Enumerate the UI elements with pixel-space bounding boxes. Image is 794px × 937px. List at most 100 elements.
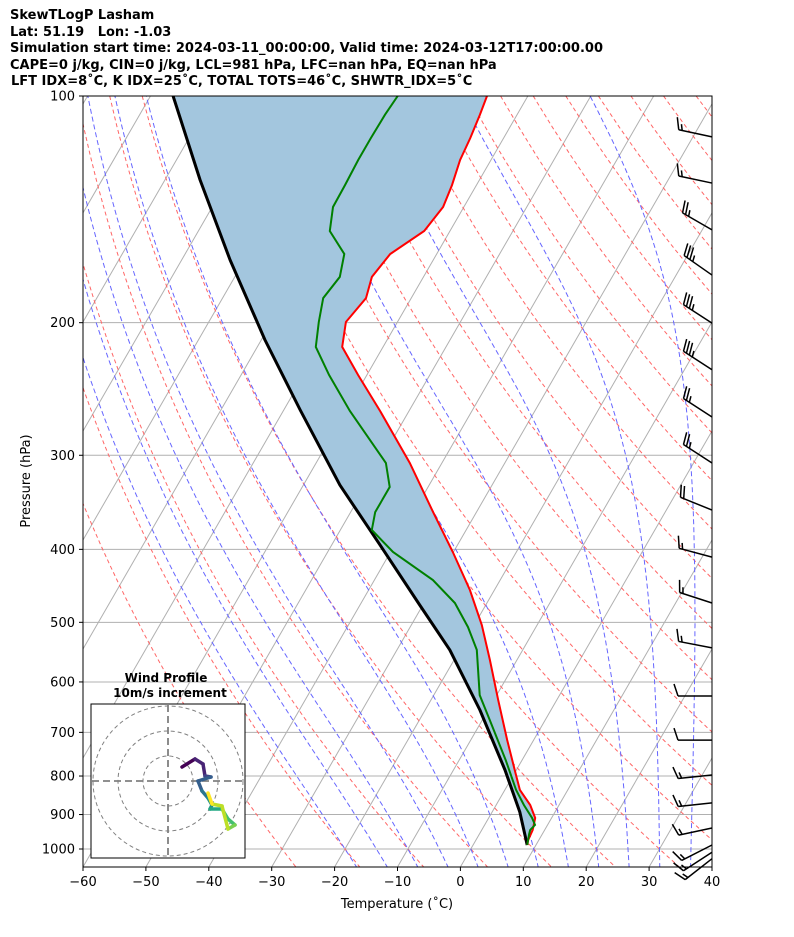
- moist-adiabat-line: [287, 96, 600, 867]
- y-tick-label: 500: [50, 616, 75, 631]
- chart-title: SkewTLogP Lasham: [10, 8, 155, 23]
- dry-adiabat-line: [83, 121, 489, 867]
- dry-adiabat-line: [369, 96, 712, 580]
- dry-adiabat-line: [83, 386, 361, 867]
- hodograph-segment: [196, 775, 213, 783]
- barb-staff: [683, 397, 713, 418]
- moist-adiabat-line: [361, 96, 630, 867]
- wind-barb: [682, 292, 713, 324]
- wind-barb: [671, 823, 713, 836]
- barb-staff: [678, 640, 713, 649]
- x-tick-label: 0: [456, 875, 464, 890]
- barb-full: [682, 485, 686, 499]
- dry-adiabat-line: [761, 96, 794, 868]
- wind-barb: [682, 432, 713, 464]
- wind-barb: [683, 243, 713, 276]
- barb-full: [676, 163, 680, 177]
- barb-full: [689, 247, 695, 260]
- barb-full: [681, 200, 686, 214]
- barb-staff: [678, 802, 713, 808]
- indices-text-2: LFT IDX=8˚C, K IDX=25˚C, TOTAL TOTS=46˚C…: [11, 74, 473, 89]
- barb-half: [679, 853, 686, 860]
- wind-barb: [682, 386, 713, 418]
- dry-adiabat-line: [83, 502, 297, 867]
- barb-full: [688, 342, 694, 356]
- barb-full: [673, 727, 679, 741]
- barb-full: [682, 432, 688, 445]
- moist-adiabat-line: [460, 96, 661, 867]
- barb-half: [691, 350, 695, 358]
- wind-barb: [673, 683, 712, 697]
- barb-full: [672, 851, 683, 861]
- profiles: [171, 96, 537, 846]
- moist-adiabat-line: [87, 96, 449, 867]
- barb-half: [688, 442, 692, 449]
- hodograph-segment: [220, 804, 230, 831]
- barb-half: [678, 772, 683, 779]
- barb-staff: [683, 443, 713, 464]
- dewpoint-profile-line: [314, 96, 537, 846]
- x-tick-label: −30: [258, 875, 285, 890]
- moist-adiabat-line: [83, 185, 419, 867]
- wind-barb: [672, 794, 713, 808]
- barb-full: [682, 338, 688, 352]
- barb-staff: [678, 175, 713, 184]
- moist-adiabat-line: [752, 96, 794, 868]
- barb-staff: [683, 304, 713, 324]
- cin-shaded-area: [173, 96, 536, 845]
- moist-adiabat-line: [721, 96, 747, 868]
- y-tick-label: 700: [50, 726, 75, 741]
- barb-full: [682, 292, 688, 305]
- y-tick-label: 100: [50, 90, 75, 105]
- dry-adiabat-line: [435, 96, 712, 482]
- wind-barb: [677, 535, 713, 558]
- barb-full: [686, 245, 692, 258]
- isotherm-line: [208, 96, 655, 867]
- isotherm-line: [585, 647, 712, 867]
- hodograph-segment: [196, 779, 204, 793]
- barb-half: [680, 635, 683, 643]
- x-tick-label: 10: [515, 875, 532, 890]
- wind-barb: [672, 844, 713, 862]
- barb-full: [672, 794, 679, 807]
- hodograph-segment: [206, 791, 214, 806]
- hodograph-inset: Wind Profile 10m/s increment: [90, 671, 246, 859]
- moist-adiabat-line: [83, 277, 388, 867]
- hodograph-subtitle: 10m/s increment: [113, 686, 227, 700]
- barb-staff: [683, 254, 713, 276]
- barb-staff: [681, 844, 713, 862]
- dry-adiabat-line: [532, 96, 712, 341]
- barb-full: [673, 683, 679, 697]
- barb-full: [685, 387, 691, 401]
- moist-adiabat-line: [589, 96, 696, 867]
- barb-full: [683, 243, 689, 256]
- x-tick-label: −60: [69, 875, 96, 890]
- location-text: Lat: 51.19 Lon: -1.03: [10, 24, 172, 40]
- isotherm-line: [334, 211, 712, 867]
- barb-half: [691, 304, 695, 311]
- x-tick-label: −50: [132, 875, 159, 890]
- hodograph-segment: [180, 757, 197, 769]
- y-axis-label: Pressure (hPa): [19, 434, 34, 527]
- isotherm-line: [83, 96, 277, 432]
- isotherm-line: [459, 429, 712, 867]
- barb-half: [682, 873, 689, 879]
- barb-full: [682, 386, 688, 399]
- barb-full: [685, 340, 691, 354]
- barb-full: [679, 484, 683, 498]
- barb-staff: [678, 547, 713, 558]
- isotherm-line: [648, 756, 712, 867]
- x-tick-label: 20: [578, 875, 595, 890]
- x-tick-label: 40: [704, 875, 721, 890]
- barb-staff: [680, 496, 713, 511]
- y-tick-label: 300: [50, 449, 75, 464]
- moist-adiabat-line: [83, 355, 358, 867]
- barb-half: [680, 124, 683, 131]
- moist-adiabat-line: [114, 96, 479, 867]
- barb-half: [688, 396, 692, 403]
- y-tick-label: 1000: [42, 843, 75, 858]
- dry-adiabat-line: [109, 96, 553, 867]
- hodograph-segment: [201, 762, 207, 778]
